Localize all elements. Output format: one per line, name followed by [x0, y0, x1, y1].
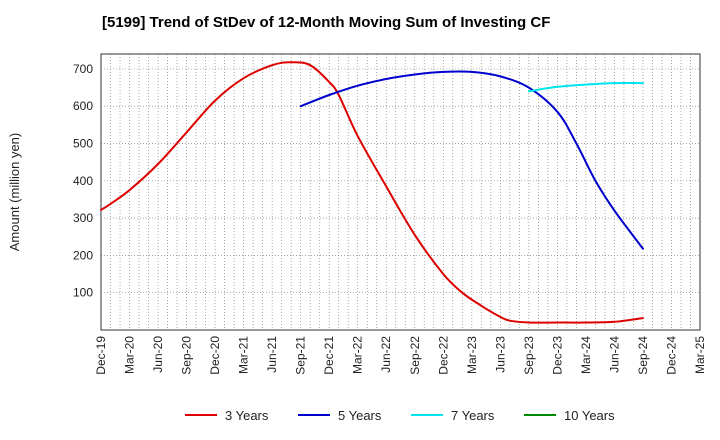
y-tick-label: 500 [73, 137, 93, 151]
x-tick-label: Sep-20 [180, 336, 194, 375]
legend-label-1: 3 Years [225, 408, 269, 423]
y-tick-label: 100 [73, 286, 93, 300]
x-tick-label: Dec-23 [550, 336, 564, 375]
x-tick-label: Sep-21 [294, 336, 308, 375]
x-tick-label: Dec-22 [436, 336, 450, 375]
x-tick-label: Mar-22 [351, 336, 365, 374]
x-tick-label: Jun-22 [379, 336, 393, 373]
y-tick-label: 400 [73, 174, 93, 188]
x-tick-label: Sep-23 [522, 336, 536, 375]
plot-frame [100, 53, 701, 331]
x-tick-label: Mar-23 [465, 336, 479, 374]
x-tick-label: Dec-21 [322, 336, 336, 375]
x-tick-label: Sep-24 [636, 336, 650, 375]
x-tick-label: Sep-22 [408, 336, 422, 375]
legend-label-4: 10 Years [564, 408, 615, 423]
x-tick-label: Dec-24 [664, 336, 678, 375]
x-tick-label: Jun-21 [265, 336, 279, 373]
y-tick-label: 600 [73, 99, 93, 113]
x-tick-label: Jun-23 [493, 336, 507, 373]
y-tick-label: 700 [73, 62, 93, 76]
x-tick-label: Dec-19 [94, 336, 108, 375]
x-tick-label: Mar-20 [123, 336, 137, 374]
series-line-3 [527, 81, 644, 93]
x-tick-label: Jun-20 [151, 336, 165, 373]
x-tick-label: Dec-20 [208, 336, 222, 375]
chart-title: [5199] Trend of StDev of 12-Month Moving… [102, 14, 551, 31]
y-tick-label: 200 [73, 248, 93, 262]
x-tick-label: Mar-24 [579, 336, 593, 374]
series-line-1 [100, 61, 644, 324]
y-axis-label: Amount (million yen) [7, 133, 22, 252]
x-tick-label: Mar-21 [237, 336, 251, 374]
y-tick-label: 300 [73, 211, 93, 225]
legend-label-3: 7 Years [451, 408, 495, 423]
x-tick-label: Mar-25 [693, 336, 707, 374]
series-line-2 [299, 70, 644, 250]
x-tick-label: Jun-24 [607, 336, 621, 373]
legend-label-2: 5 Years [338, 408, 382, 423]
